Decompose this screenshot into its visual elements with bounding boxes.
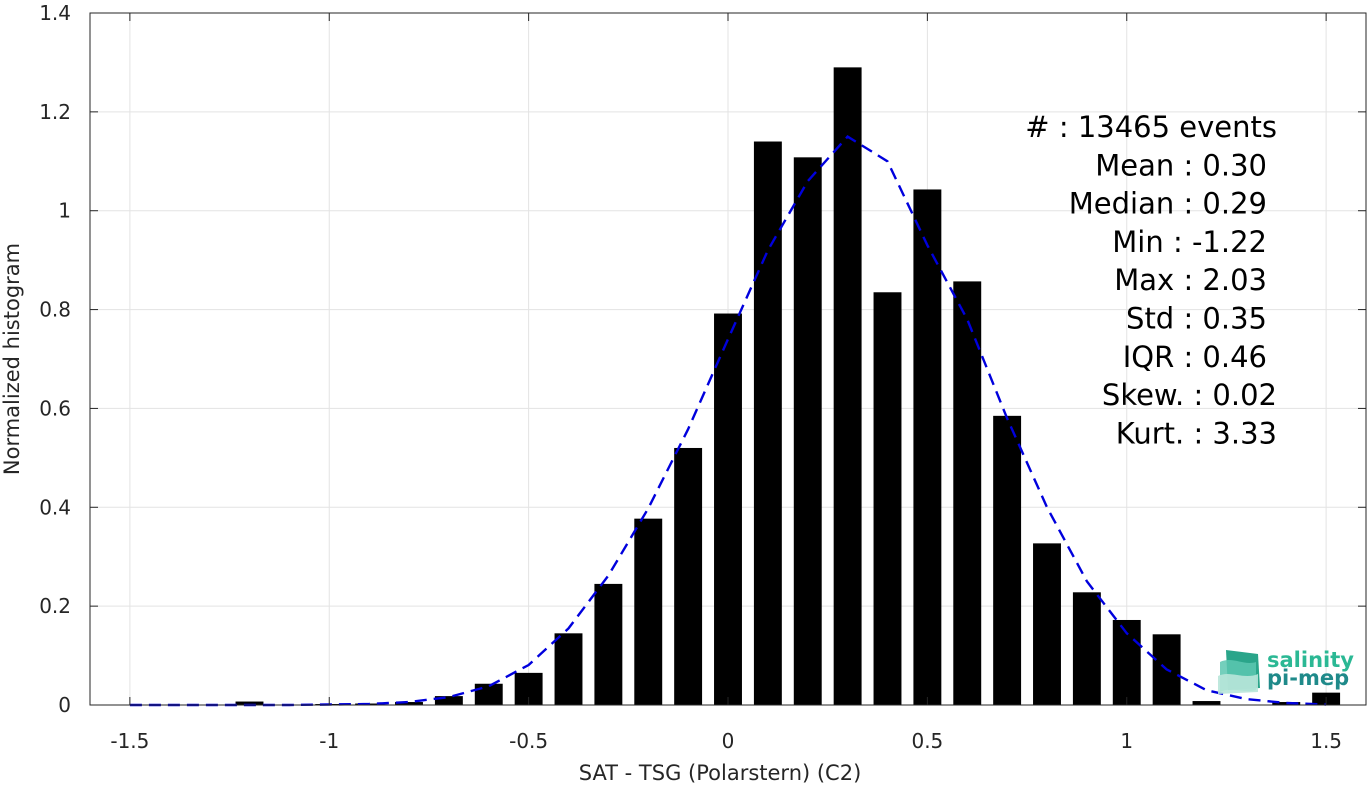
x-axis-label: SAT - TSG (Polarstern) (C2) <box>579 761 862 785</box>
y-tick-label: 1.2 <box>39 100 71 124</box>
stat-value: : -1.22 <box>1173 225 1267 259</box>
stat-label: Min <box>1112 225 1173 259</box>
histogram-bar <box>634 518 663 705</box>
stat-value: : 2.03 <box>1183 263 1267 297</box>
x-tick-label: -0.5 <box>509 729 548 753</box>
stat-label: Kurt. <box>1116 416 1194 450</box>
stat-value: : 0.29 <box>1183 187 1267 221</box>
histogram-bar <box>674 447 703 705</box>
histogram-bar <box>873 292 902 705</box>
logo-mark-icon <box>1218 650 1260 694</box>
histogram-bar <box>993 415 1022 705</box>
stat-row: Median : 0.29 <box>1069 187 1267 221</box>
histogram-bar <box>1072 592 1101 705</box>
histogram-bar <box>395 702 423 705</box>
stat-value: : 0.30 <box>1183 148 1267 182</box>
stat-value: : 13465 events <box>1059 110 1277 144</box>
histogram-bar <box>833 67 862 705</box>
y-tick-label: 0.4 <box>39 495 71 519</box>
y-tick-label: 0.2 <box>39 594 71 618</box>
logo-line-1: salinity <box>1267 648 1354 672</box>
y-axis-label: Normalized histogram <box>0 243 24 475</box>
salinity-pi-mep-logo: salinity pi-mep <box>1218 648 1354 694</box>
stat-value: : 0.02 <box>1193 378 1277 412</box>
x-tick-label: 0.5 <box>911 729 943 753</box>
stat-row: Min : -1.22 <box>1112 225 1267 259</box>
stat-label: Skew. <box>1102 378 1194 412</box>
stat-label: Max <box>1114 263 1183 297</box>
histogram-bar <box>793 157 822 705</box>
y-tick-label: 0.8 <box>39 298 71 322</box>
stat-row: Kurt. : 3.33 <box>1116 416 1277 450</box>
stat-label: # <box>1025 110 1059 144</box>
stat-row: Max : 2.03 <box>1114 263 1267 297</box>
y-tick-label: 1 <box>58 199 71 223</box>
stat-value: : 0.46 <box>1183 340 1267 374</box>
stat-row: # : 13465 events <box>1025 110 1277 144</box>
histogram-bar <box>434 696 463 705</box>
x-tick-label: -1.5 <box>110 729 149 753</box>
histogram-bar <box>1033 543 1061 705</box>
histogram-bar <box>554 633 583 705</box>
x-tick-label: 0 <box>722 729 735 753</box>
stat-row: Skew. : 0.02 <box>1102 378 1277 412</box>
stat-label: Mean <box>1095 148 1183 182</box>
y-axis-ticks: 0 0.2 0.4 0.6 0.8 1 1.2 1.4 <box>39 1 1366 717</box>
histogram-bar <box>235 701 264 705</box>
x-tick-label: 1 <box>1120 729 1133 753</box>
statistics-box: # : 13465 events Mean : 0.30 Median : 0.29… <box>1025 110 1277 450</box>
y-tick-label: 0.6 <box>39 396 71 420</box>
stat-value: : 0.35 <box>1183 302 1267 336</box>
stat-row: Mean : 0.30 <box>1095 148 1267 182</box>
x-tick-label: -1 <box>319 729 339 753</box>
x-tick-label: 1.5 <box>1310 729 1342 753</box>
histogram-bars <box>235 67 1341 705</box>
stat-row: IQR : 0.46 <box>1123 340 1267 374</box>
histogram-bar <box>753 141 782 705</box>
stat-label: Median <box>1069 187 1184 221</box>
histogram-bar <box>1192 701 1221 705</box>
histogram-bar <box>913 189 942 705</box>
histogram-bar <box>714 313 742 705</box>
stat-row: Std : 0.35 <box>1126 302 1267 336</box>
histogram-bar <box>953 281 982 705</box>
y-tick-label: 0 <box>58 693 71 717</box>
histogram-bar <box>594 583 623 705</box>
logo-line-2: pi-mep <box>1267 666 1349 690</box>
stat-label: IQR <box>1123 340 1184 374</box>
x-axis-ticks: -1.5 -1 -0.5 0 0.5 1 1.5 <box>110 13 1342 753</box>
histogram-bar <box>474 683 503 705</box>
y-tick-label: 1.4 <box>39 1 71 25</box>
histogram-bar <box>1272 702 1301 705</box>
stat-label: Std <box>1126 302 1183 336</box>
stat-value: : 3.33 <box>1193 416 1277 450</box>
